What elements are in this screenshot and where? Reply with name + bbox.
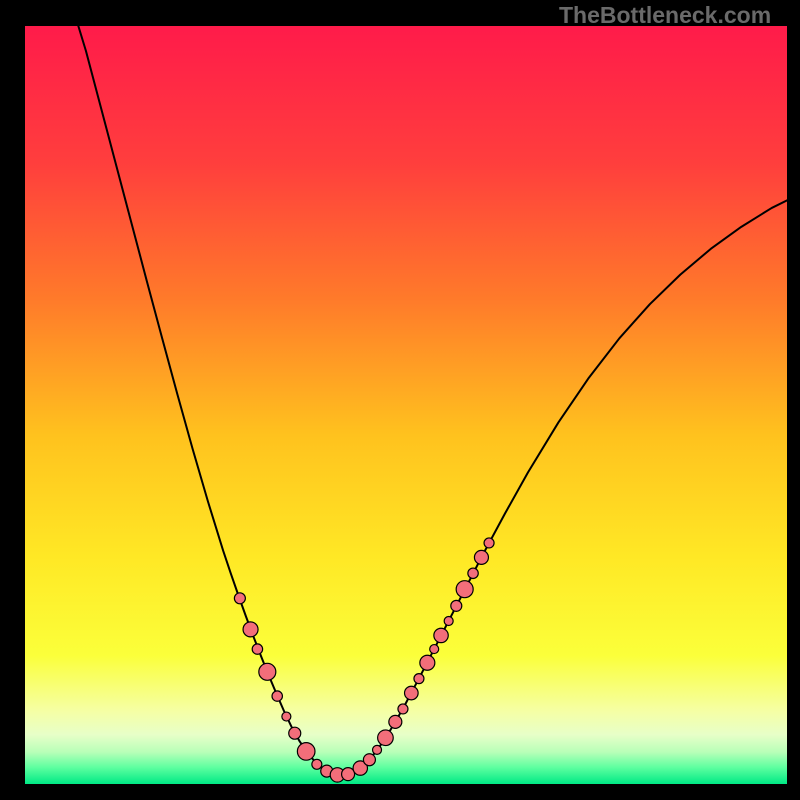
data-point [451,600,462,611]
data-point [456,581,473,598]
data-point [272,691,282,701]
data-point [398,704,408,714]
data-point [297,743,315,761]
data-point [414,674,424,684]
data-point [252,644,262,654]
data-point [434,628,448,642]
data-point [282,712,291,721]
data-point [484,538,494,548]
data-point [420,655,435,670]
data-point [474,550,488,564]
data-point [312,759,322,769]
chart-frame: TheBottleneck.com [0,0,800,800]
data-point [259,663,276,680]
data-point [289,727,301,739]
data-point [363,754,375,766]
data-point [234,593,245,604]
data-point [405,686,419,700]
watermark-label: TheBottleneck.com [559,2,771,29]
data-point [468,568,478,578]
data-point [243,622,258,637]
data-point [373,745,382,754]
plot-area [25,26,787,784]
data-point [444,617,453,626]
data-point [430,645,439,654]
gradient-background [25,26,787,784]
data-point [378,730,394,746]
data-point [389,715,402,728]
